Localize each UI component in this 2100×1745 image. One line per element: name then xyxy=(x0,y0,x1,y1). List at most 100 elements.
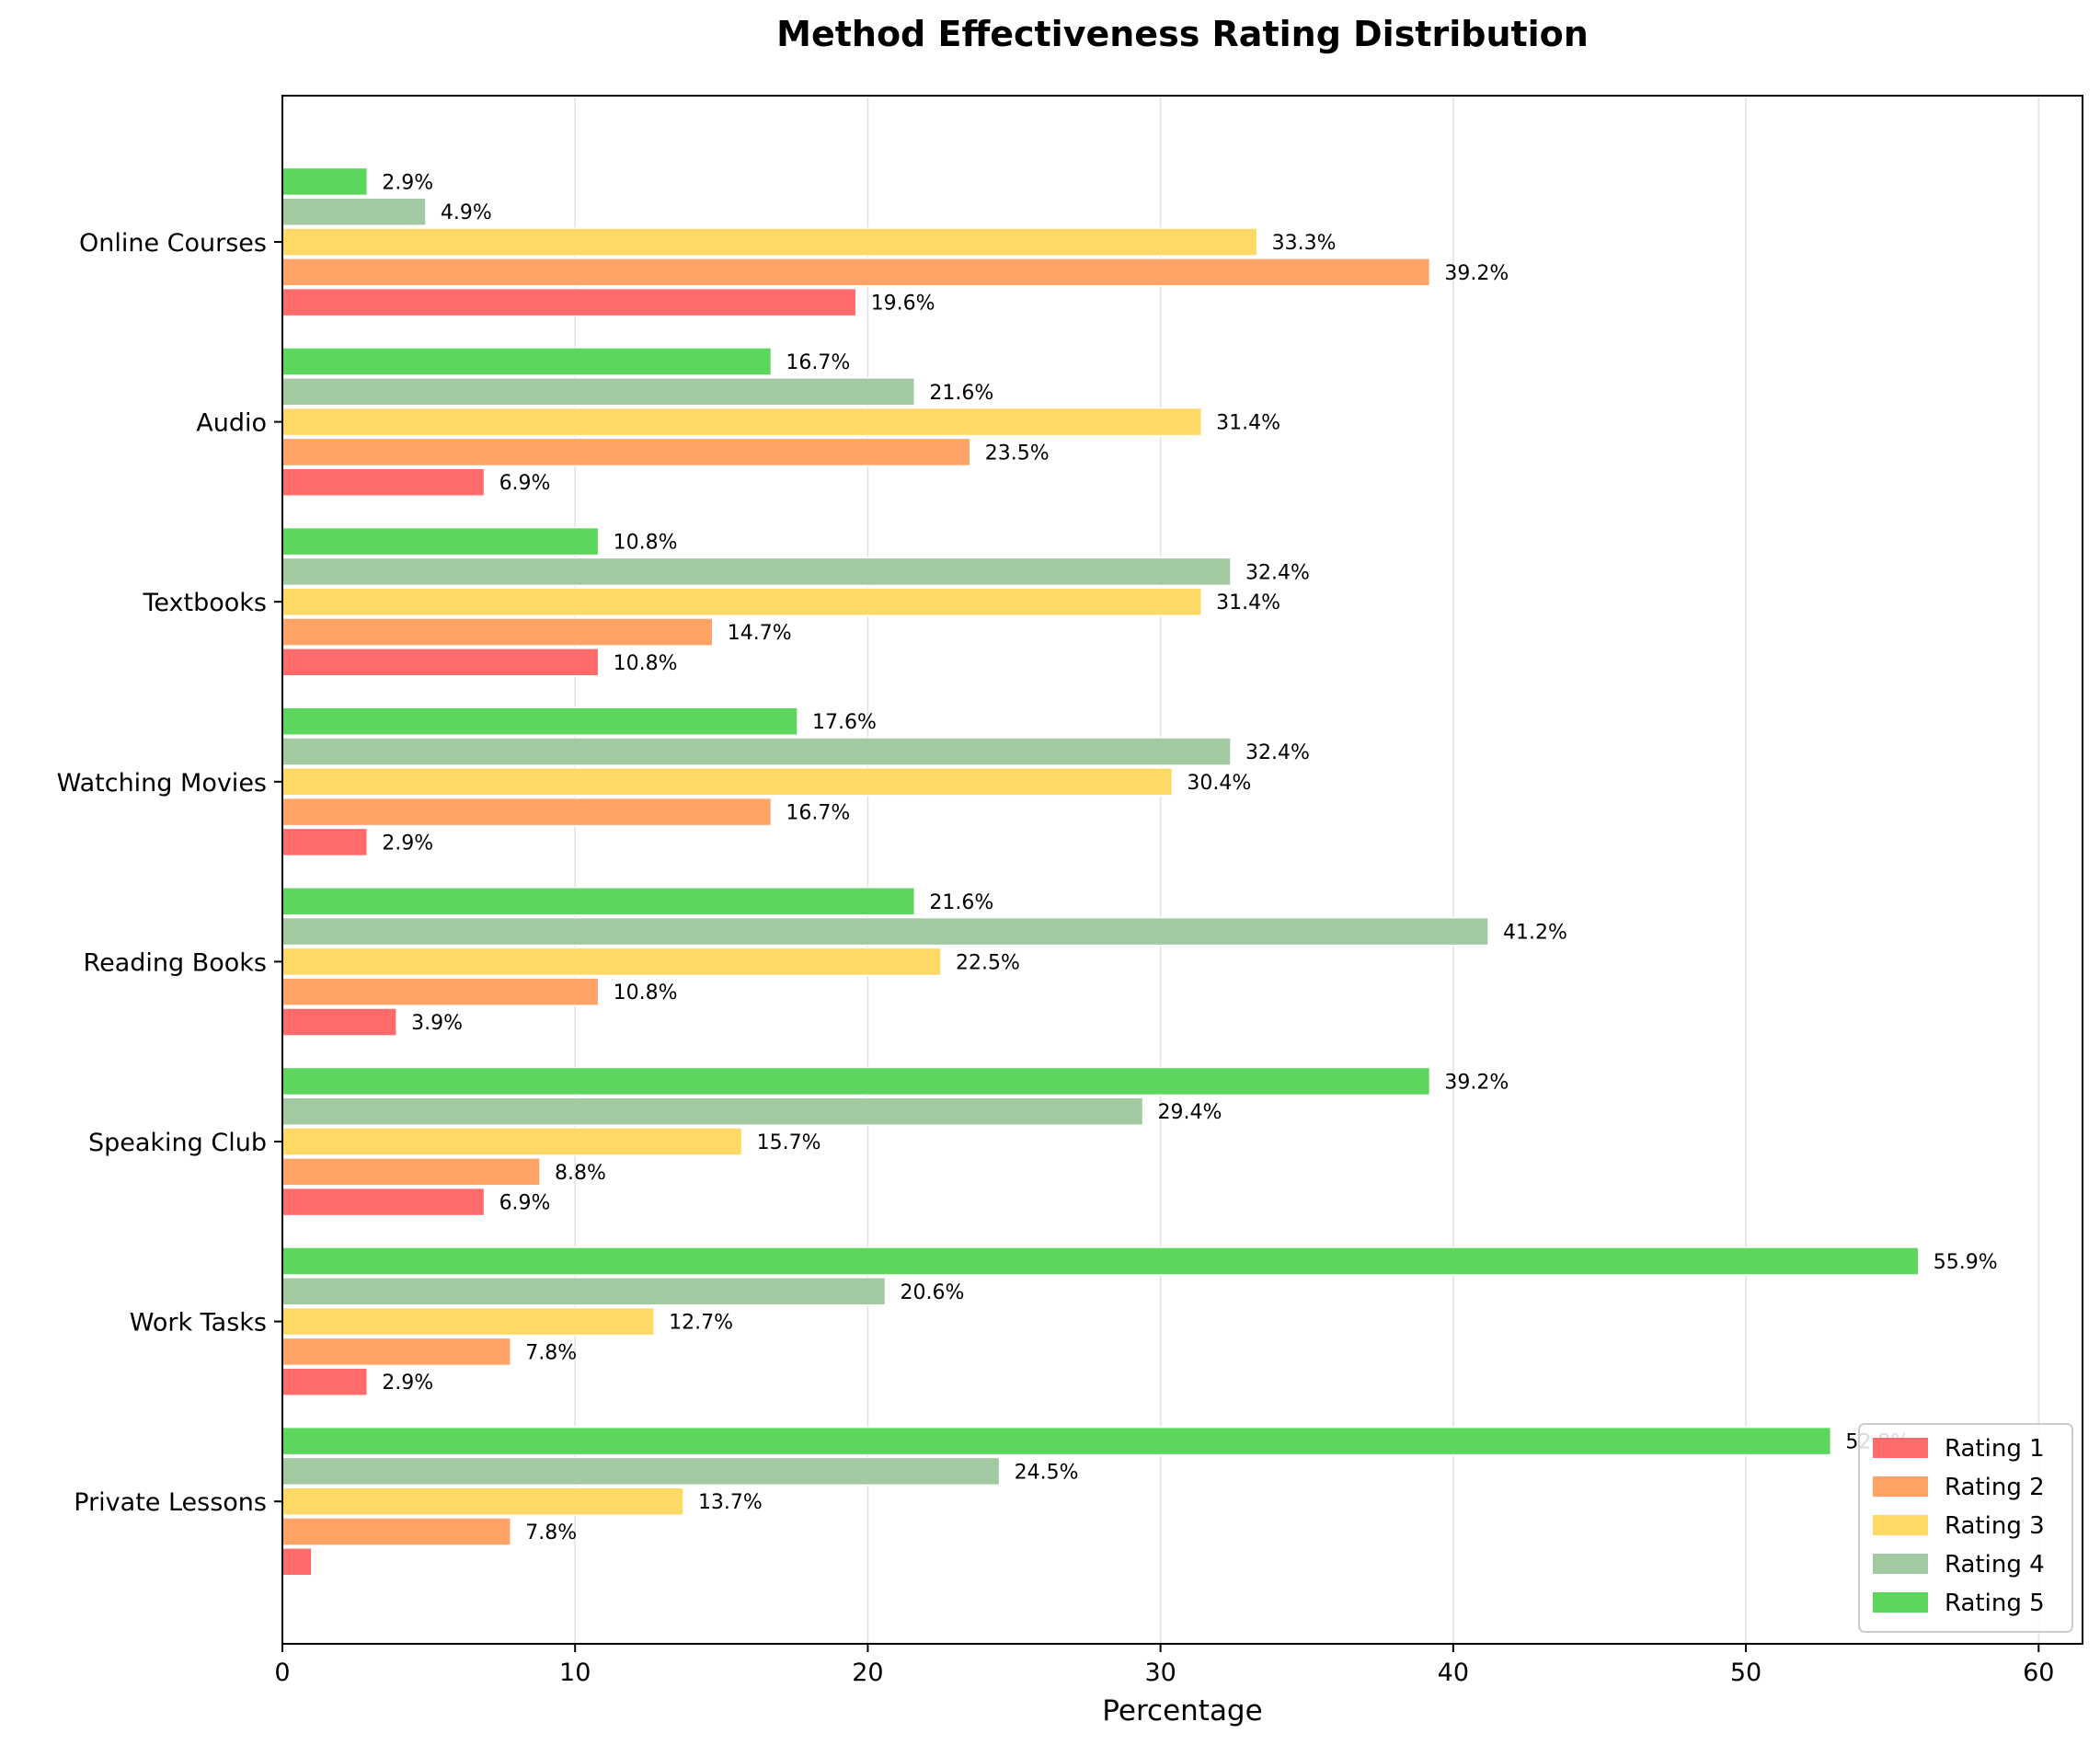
bars xyxy=(281,166,1920,1577)
bar-audio-rating-5 xyxy=(281,347,773,376)
bar-value-label: 16.7% xyxy=(786,802,850,825)
bar-watching-movies-rating-1 xyxy=(281,827,369,857)
bar-value-label: 2.9% xyxy=(382,1372,433,1395)
x-tick-label: 30 xyxy=(1144,1659,1176,1687)
bar-audio-rating-1 xyxy=(281,467,486,497)
bar-watching-movies-rating-2 xyxy=(281,797,773,827)
bar-work-tasks-rating-2 xyxy=(281,1337,511,1367)
y-axis-ticks: Online Courses Audio Textbooks Watching Mov… xyxy=(57,229,282,1517)
bar-private-lessons-rating-1 xyxy=(281,1547,313,1577)
x-axis-ticks: 0 10 20 30 40 50 60 xyxy=(274,1644,2054,1687)
x-tick-label: 10 xyxy=(559,1659,591,1687)
bar-watching-movies-rating-4 xyxy=(281,737,1232,766)
bar-private-lessons-rating-2 xyxy=(281,1517,511,1546)
y-tick-label-online-courses: Online Courses xyxy=(79,229,267,258)
bar-value-label: 8.8% xyxy=(555,1162,606,1185)
bar-private-lessons-rating-3 xyxy=(281,1487,684,1516)
y-tick-label-watching-movies: Watching Movies xyxy=(57,769,267,798)
bar-value-label: 16.7% xyxy=(786,351,850,374)
bar-private-lessons-rating-5 xyxy=(281,1426,1832,1456)
chart-title: Method Effectiveness Rating Distribution xyxy=(776,14,1589,54)
legend-swatch-rating-3 xyxy=(1873,1515,1928,1535)
bar-value-label: 31.4% xyxy=(1216,412,1280,435)
legend-label-rating-1: Rating 1 xyxy=(1945,1435,2045,1463)
legend: Rating 1 Rating 2 Rating 3 Rating 4 Rating 5 xyxy=(1858,1423,2073,1633)
bar-speaking-club-rating-3 xyxy=(281,1127,743,1156)
bar-value-label: 6.9% xyxy=(499,1192,551,1215)
x-tick-label: 0 xyxy=(274,1659,290,1687)
legend-label-rating-3: Rating 3 xyxy=(1945,1512,2045,1540)
bar-online-courses-rating-5 xyxy=(281,166,369,197)
bar-speaking-club-rating-1 xyxy=(281,1187,486,1217)
bar-reading-books-rating-4 xyxy=(281,916,1489,947)
bar-private-lessons-rating-4 xyxy=(281,1456,1001,1487)
bar-value-label: 21.6% xyxy=(929,891,993,914)
bar-value-label: 32.4% xyxy=(1245,741,1310,764)
bar-value-label: 10.8% xyxy=(614,532,678,555)
bar-value-label: 10.8% xyxy=(614,982,678,1005)
x-axis-label: Percentage xyxy=(1102,1694,1262,1728)
bar-value-label: 29.4% xyxy=(1158,1101,1222,1124)
bar-value-label: 7.8% xyxy=(525,1521,577,1544)
bar-value-label: 32.4% xyxy=(1245,561,1310,584)
bar-value-label: 10.8% xyxy=(614,652,678,675)
bar-reading-books-rating-2 xyxy=(281,977,600,1006)
bar-value-label: 23.5% xyxy=(985,442,1050,465)
bar-textbooks-rating-4 xyxy=(281,557,1232,587)
bar-value-label: 30.4% xyxy=(1187,772,1251,795)
bar-value-label: 33.3% xyxy=(1272,232,1337,255)
bar-value-labels: 19.6% 39.2% 33.3% 4.9% 2.9% 6.9% 23.5% 31.4% 21.… xyxy=(382,171,1997,1544)
bar-reading-books-rating-5 xyxy=(281,887,916,916)
bar-online-courses-rating-1 xyxy=(281,287,857,317)
y-tick-label-textbooks: Textbooks xyxy=(143,589,268,617)
bar-work-tasks-rating-4 xyxy=(281,1277,887,1306)
bar-watching-movies-rating-5 xyxy=(281,706,798,736)
bar-value-label: 17.6% xyxy=(812,711,877,734)
y-tick-label-speaking-club: Speaking Club xyxy=(88,1129,267,1157)
bar-value-label: 31.4% xyxy=(1216,591,1280,614)
legend-swatch-rating-4 xyxy=(1873,1554,1928,1574)
bar-audio-rating-2 xyxy=(281,437,971,467)
bar-textbooks-rating-3 xyxy=(281,587,1202,616)
legend-label-rating-2: Rating 2 xyxy=(1945,1474,2045,1501)
legend-swatch-rating-1 xyxy=(1873,1438,1928,1458)
bar-value-label: 55.9% xyxy=(1934,1251,1998,1274)
legend-swatch-rating-5 xyxy=(1873,1592,1928,1613)
bar-textbooks-rating-2 xyxy=(281,617,714,647)
y-tick-label-audio: Audio xyxy=(196,409,267,438)
bar-value-label: 4.9% xyxy=(441,201,492,224)
bar-online-courses-rating-4 xyxy=(281,197,427,226)
bar-value-label: 24.5% xyxy=(1015,1461,1079,1484)
bar-audio-rating-4 xyxy=(281,377,916,407)
legend-swatch-rating-2 xyxy=(1873,1476,1928,1497)
bar-textbooks-rating-5 xyxy=(281,526,600,557)
bar-online-courses-rating-3 xyxy=(281,227,1258,257)
bar-value-label: 12.7% xyxy=(669,1312,733,1335)
bar-value-label: 22.5% xyxy=(956,951,1020,974)
bar-value-label: 21.6% xyxy=(929,382,993,405)
bar-speaking-club-rating-4 xyxy=(281,1096,1144,1126)
bar-value-label: 19.6% xyxy=(871,293,935,316)
bar-value-label: 20.6% xyxy=(901,1281,965,1304)
bar-value-label: 7.8% xyxy=(525,1341,577,1364)
bar-textbooks-rating-1 xyxy=(281,648,600,677)
bar-value-label: 39.2% xyxy=(1444,1071,1509,1094)
bar-work-tasks-rating-5 xyxy=(281,1246,1920,1276)
legend-label-rating-4: Rating 4 xyxy=(1945,1551,2045,1579)
bar-value-label: 41.2% xyxy=(1503,922,1567,945)
bar-value-label: 13.7% xyxy=(698,1491,763,1514)
bar-reading-books-rating-1 xyxy=(281,1007,397,1037)
plot-frame xyxy=(281,95,2083,1645)
x-tick-label: 20 xyxy=(852,1659,883,1687)
x-tick-label: 60 xyxy=(2023,1659,2054,1687)
bar-value-label: 2.9% xyxy=(382,832,433,855)
legend-box xyxy=(1858,1423,2073,1633)
bar-work-tasks-rating-3 xyxy=(281,1306,655,1337)
bar-value-label: 39.2% xyxy=(1444,262,1509,285)
bar-audio-rating-3 xyxy=(281,407,1202,437)
legend-label-rating-5: Rating 5 xyxy=(1945,1590,2045,1617)
bar-value-label: 2.9% xyxy=(382,171,433,194)
bar-value-label: 6.9% xyxy=(499,472,551,495)
x-tick-label: 40 xyxy=(1438,1659,1469,1687)
